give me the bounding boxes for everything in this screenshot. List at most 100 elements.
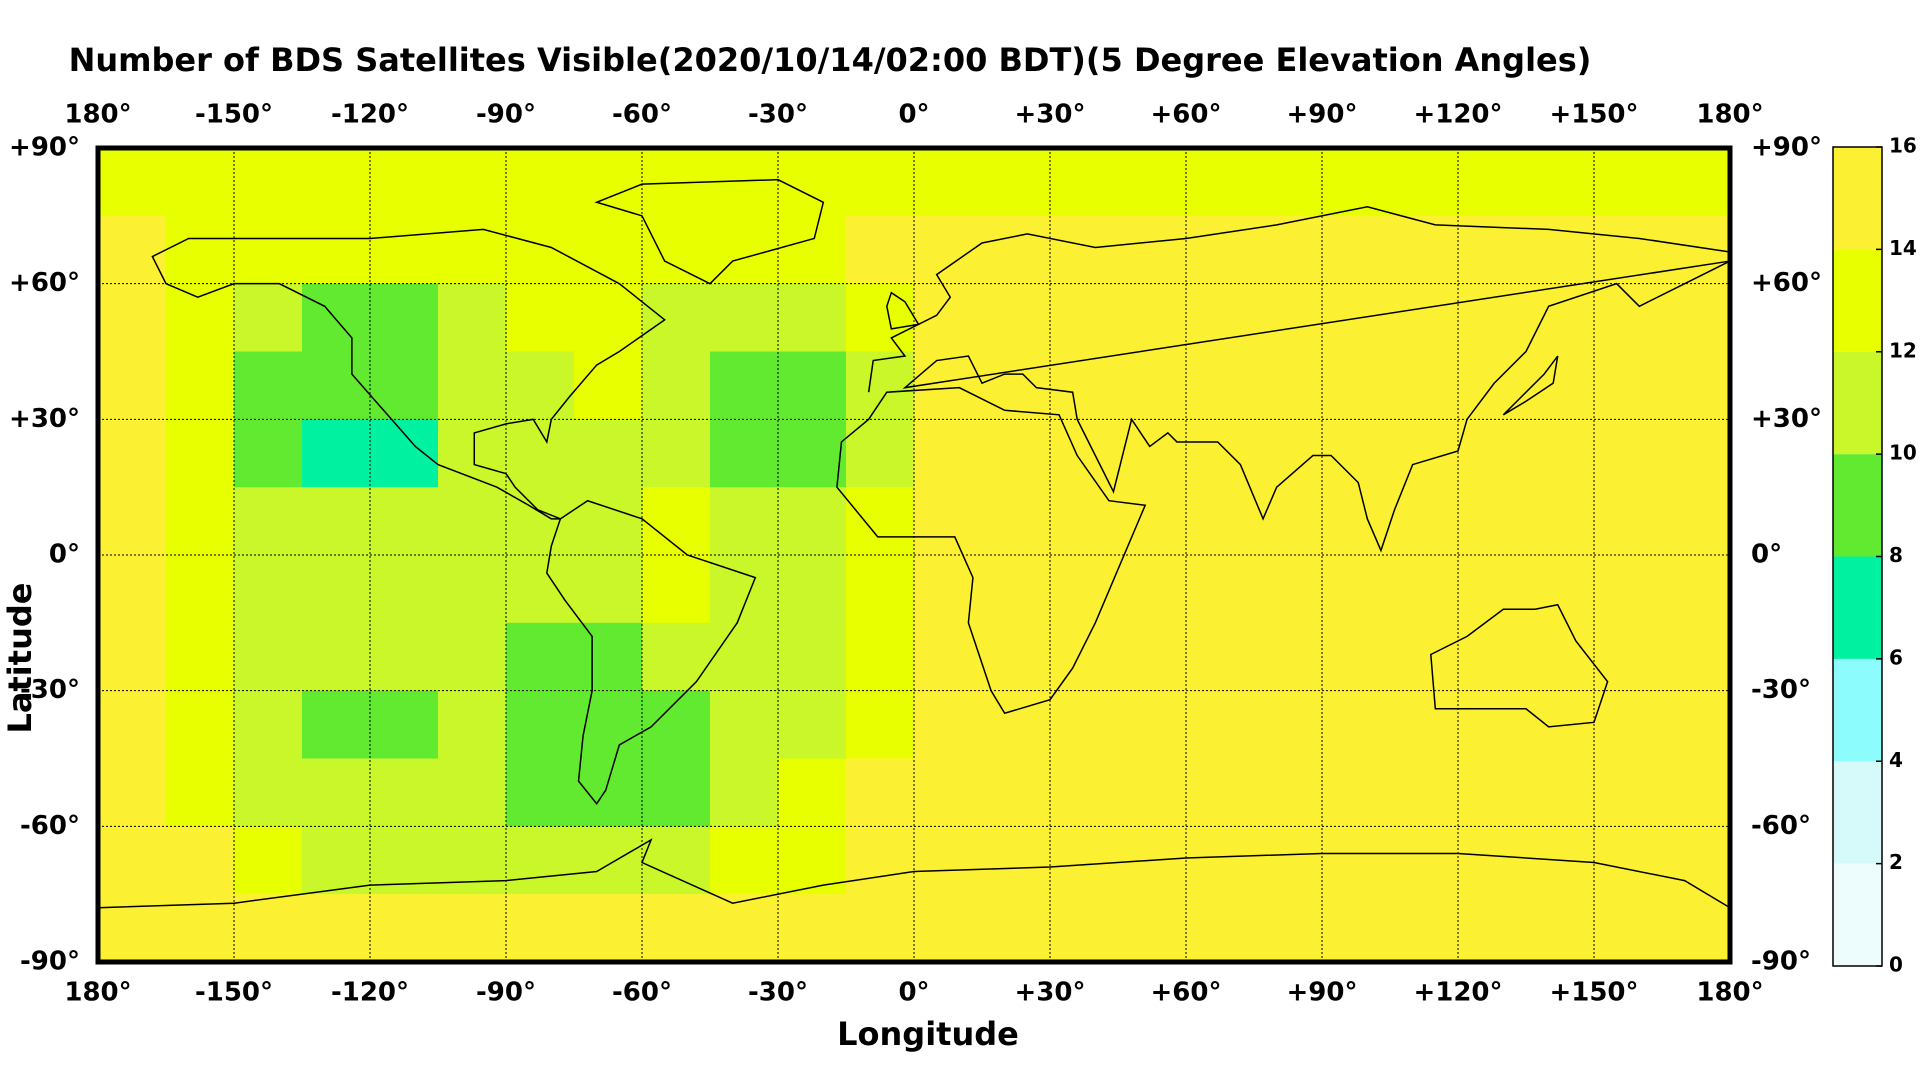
x-tick-label: +120° <box>1413 978 1502 1008</box>
cell <box>642 283 711 353</box>
cell <box>778 826 847 895</box>
cell <box>1662 690 1731 760</box>
cell <box>914 351 983 420</box>
cell <box>234 690 303 760</box>
cell <box>982 555 1051 624</box>
cell <box>574 622 643 692</box>
cell <box>370 690 439 760</box>
cell <box>166 351 235 420</box>
cell <box>846 283 915 353</box>
colorbar-tick-label: 14 <box>1889 236 1917 260</box>
cell <box>98 894 167 963</box>
x-tick-label: -150° <box>195 100 273 130</box>
colorbar-swatch <box>1833 147 1882 250</box>
x-tick-label: +150° <box>1549 100 1638 130</box>
cell <box>914 148 983 217</box>
cell <box>914 487 983 556</box>
cell <box>1050 215 1119 285</box>
cell <box>506 215 575 285</box>
cell <box>1594 758 1663 827</box>
x-tick-label: +150° <box>1549 978 1638 1008</box>
cell <box>710 894 779 963</box>
cell <box>1118 622 1187 692</box>
cell <box>234 487 303 556</box>
colorbar: 0 2 4 6 8 10 12 14 16 <box>1833 134 1917 977</box>
cell <box>1186 148 1255 217</box>
cell <box>98 826 167 895</box>
x-tick-label: -60° <box>612 100 672 130</box>
colorbar-tick-label: 6 <box>1889 645 1903 669</box>
y-tick-label: +60° <box>9 268 80 298</box>
cell <box>1322 826 1391 895</box>
cell <box>1390 351 1459 420</box>
cell <box>710 419 779 488</box>
cell <box>710 487 779 556</box>
cell <box>1594 215 1663 285</box>
cell <box>302 894 371 963</box>
cell <box>166 758 235 827</box>
cell <box>506 555 575 624</box>
cell <box>642 758 711 827</box>
y-tick-label: -90° <box>1751 947 1811 977</box>
cell <box>370 622 439 692</box>
cell <box>1050 622 1119 692</box>
cell <box>642 826 711 895</box>
cell <box>1526 351 1595 420</box>
cell <box>778 148 847 217</box>
cell <box>1050 351 1119 420</box>
cell <box>370 283 439 353</box>
cell <box>438 215 507 285</box>
cell <box>98 419 167 488</box>
cell <box>98 555 167 624</box>
cell <box>1390 148 1459 217</box>
cell <box>1322 555 1391 624</box>
x-tick-label: -30° <box>748 100 808 130</box>
y-tick-label: +30° <box>9 404 80 434</box>
cell <box>1050 487 1119 556</box>
cell <box>1526 894 1595 963</box>
y-tick-label: -30° <box>1751 675 1811 705</box>
cell <box>98 148 167 217</box>
cell <box>302 148 371 217</box>
cell <box>1458 487 1527 556</box>
cell <box>166 148 235 217</box>
x-axis-label: Longitude <box>837 1015 1019 1053</box>
cell <box>846 826 915 895</box>
cell <box>1050 690 1119 760</box>
coastline <box>837 388 1145 714</box>
cell <box>1322 690 1391 760</box>
cell <box>234 419 303 488</box>
cell <box>1526 690 1595 760</box>
cell <box>1254 894 1323 963</box>
cell <box>982 148 1051 217</box>
y-tick-label: -90° <box>20 947 80 977</box>
cell <box>846 487 915 556</box>
cell <box>234 215 303 285</box>
cell <box>1322 148 1391 217</box>
cell <box>438 622 507 692</box>
cell <box>1390 487 1459 556</box>
cell <box>506 283 575 353</box>
cell <box>1118 215 1187 285</box>
cell <box>302 555 371 624</box>
cell <box>1662 283 1731 353</box>
cell <box>506 826 575 895</box>
cell <box>574 826 643 895</box>
cell <box>1526 758 1595 827</box>
cell <box>1526 487 1595 556</box>
cell <box>1118 758 1187 827</box>
cell <box>1118 148 1187 217</box>
x-tick-label: 0° <box>898 978 929 1008</box>
coastlines <box>98 180 1730 908</box>
cell <box>234 283 303 353</box>
x-tick-label: -30° <box>748 978 808 1008</box>
colorbar-tick-label: 0 <box>1889 953 1903 977</box>
y-tick-label: 0° <box>1751 540 1782 570</box>
cell <box>1594 555 1663 624</box>
cell <box>438 826 507 895</box>
cell <box>1186 555 1255 624</box>
cell <box>166 555 235 624</box>
x-tick-label: -60° <box>612 978 672 1008</box>
cell <box>574 351 643 420</box>
cell <box>438 487 507 556</box>
